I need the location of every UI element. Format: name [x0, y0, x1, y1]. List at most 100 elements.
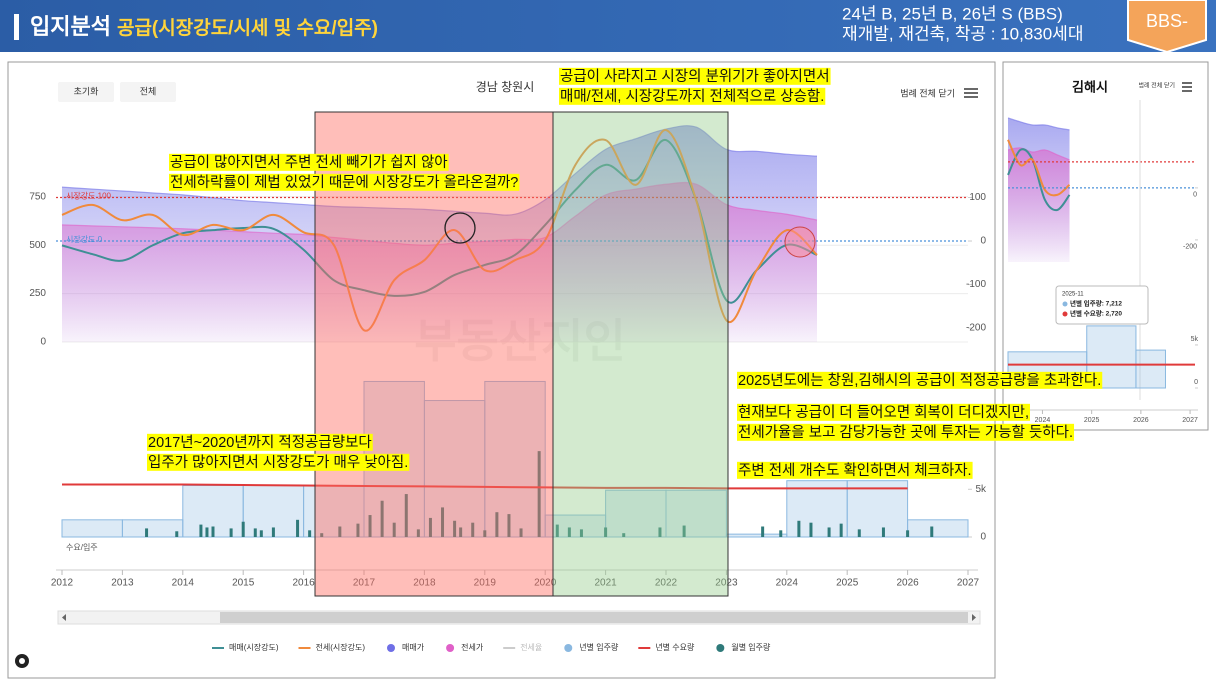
- line: [62, 483, 908, 490]
- highlight-circle: [444, 212, 476, 244]
- bar: [459, 527, 463, 537]
- bar: [308, 530, 312, 537]
- legend-label[interactable]: 전세(시장강도): [316, 642, 366, 652]
- step-bar: [1135, 349, 1166, 389]
- step-bar: [907, 519, 969, 538]
- area-line: [61, 181, 818, 246]
- bar: [428, 517, 432, 537]
- x-tick-label: 2025: [1084, 417, 1100, 424]
- area-line: [61, 125, 818, 216]
- y2-tick-label: 0: [980, 236, 986, 247]
- legend-label[interactable]: 년별 입주량: [579, 642, 619, 652]
- line: [1007, 148, 1071, 212]
- bar: [906, 530, 910, 537]
- bar: [253, 528, 257, 537]
- bar: [579, 529, 583, 537]
- bar: [519, 528, 523, 537]
- toolbar-button[interactable]: [120, 82, 176, 102]
- bar: [368, 515, 372, 537]
- legend-label[interactable]: 년별 수요량: [655, 642, 695, 652]
- x-tick-label: 2013: [111, 578, 134, 589]
- y2-tick-label: 100: [969, 192, 986, 203]
- bar: [930, 526, 934, 537]
- bar: [271, 527, 275, 537]
- tooltip-box: [1055, 285, 1149, 325]
- scroll-left[interactable]: [62, 614, 66, 621]
- bar: [453, 520, 457, 537]
- bar: [320, 533, 324, 537]
- y-axis-label: 수요/입주: [66, 543, 98, 552]
- bar: [380, 500, 384, 537]
- legend-marker[interactable]: [446, 644, 455, 652]
- bar: [797, 520, 801, 537]
- legend-label[interactable]: 매매(시장강도): [229, 642, 279, 652]
- annotation: 현재보다 공급이 더 들어오면 회복이 더디겠지만,: [738, 404, 1029, 421]
- header-title: 입지분석: [30, 14, 111, 39]
- bar: [416, 529, 420, 537]
- y2-tick-label: -100: [966, 279, 986, 290]
- x-tick-label: 2024: [776, 578, 799, 589]
- legend-toggle[interactable]: 범례 전체 닫기: [900, 87, 955, 98]
- x-tick-label: 2022: [655, 578, 678, 589]
- x-tick-label: 2025: [836, 578, 859, 589]
- bar: [827, 527, 831, 537]
- step-bar: [725, 533, 788, 538]
- toolbar-button-label[interactable]: 초기화: [74, 86, 99, 96]
- bar: [175, 531, 179, 537]
- y-tick-label: 5k: [1191, 336, 1199, 343]
- annotation-highlight: [559, 67, 831, 85]
- step-bar: [61, 519, 123, 538]
- bar: [682, 525, 686, 537]
- bar: [441, 507, 445, 537]
- header-bar: [0, 0, 1216, 52]
- bar: [495, 512, 499, 537]
- area-line: [1007, 147, 1070, 161]
- scroll-right[interactable]: [972, 614, 976, 621]
- x-tick-label: 2017: [353, 578, 376, 589]
- tooltip-dot: [1062, 301, 1068, 307]
- side-title: 김해시: [1072, 79, 1108, 94]
- toolbar-button-label[interactable]: 전체: [140, 86, 157, 96]
- step-bar: [846, 480, 909, 538]
- highlight-green: [552, 111, 729, 597]
- annotation: 2017년~2020년까지 적정공급량보다: [148, 434, 372, 451]
- side-legend-toggle[interactable]: 범례 전체 닫기: [1139, 82, 1175, 90]
- bar: [839, 523, 843, 537]
- header-subtitle: 공급(시장강도/시세 및 수요/입주): [117, 17, 378, 39]
- bar: [392, 522, 396, 537]
- highlight-circle: [784, 226, 816, 258]
- annotation: 공급이 사라지고 시장의 분위기가 좋아지면서: [560, 68, 830, 85]
- annotation-highlight: [737, 371, 1103, 389]
- header-accent: [14, 14, 19, 40]
- annotation-highlight: [559, 87, 826, 105]
- bar: [211, 526, 215, 537]
- header-badge: BBS-: [1146, 11, 1188, 31]
- legend-label[interactable]: 월별 입주량: [731, 642, 771, 652]
- bar: [471, 522, 475, 537]
- legend-marker[interactable]: [716, 644, 725, 652]
- bar: [555, 524, 559, 537]
- legend-label[interactable]: 전세율: [520, 642, 542, 652]
- y-tick-label: 5k: [975, 484, 987, 495]
- line: [1007, 139, 1071, 197]
- bar: [199, 524, 203, 537]
- annotation: 전세가율을 보고 감당가능한 곳에 투자는 가능할 듯하다.: [738, 424, 1073, 441]
- step-bar: [786, 480, 848, 538]
- x-tick-label: 2026: [896, 578, 919, 589]
- legend-marker[interactable]: [564, 644, 573, 652]
- legend-label[interactable]: 전세가: [461, 642, 484, 652]
- annotation-highlight: [169, 153, 449, 171]
- toolbar-button[interactable]: [58, 82, 114, 102]
- legend-marker[interactable]: [387, 644, 395, 652]
- legend-label[interactable]: 매매가: [402, 643, 425, 652]
- logo-icon-inner: [19, 658, 25, 664]
- bar: [507, 514, 511, 537]
- scrollbar-thumb[interactable]: [220, 612, 968, 623]
- y2-tick-label: 0: [1193, 192, 1197, 199]
- x-tick-label: 2016: [292, 578, 315, 589]
- area-fill: [1008, 147, 1070, 262]
- bar: [483, 530, 487, 537]
- line: [61, 129, 818, 332]
- bar: [567, 527, 571, 537]
